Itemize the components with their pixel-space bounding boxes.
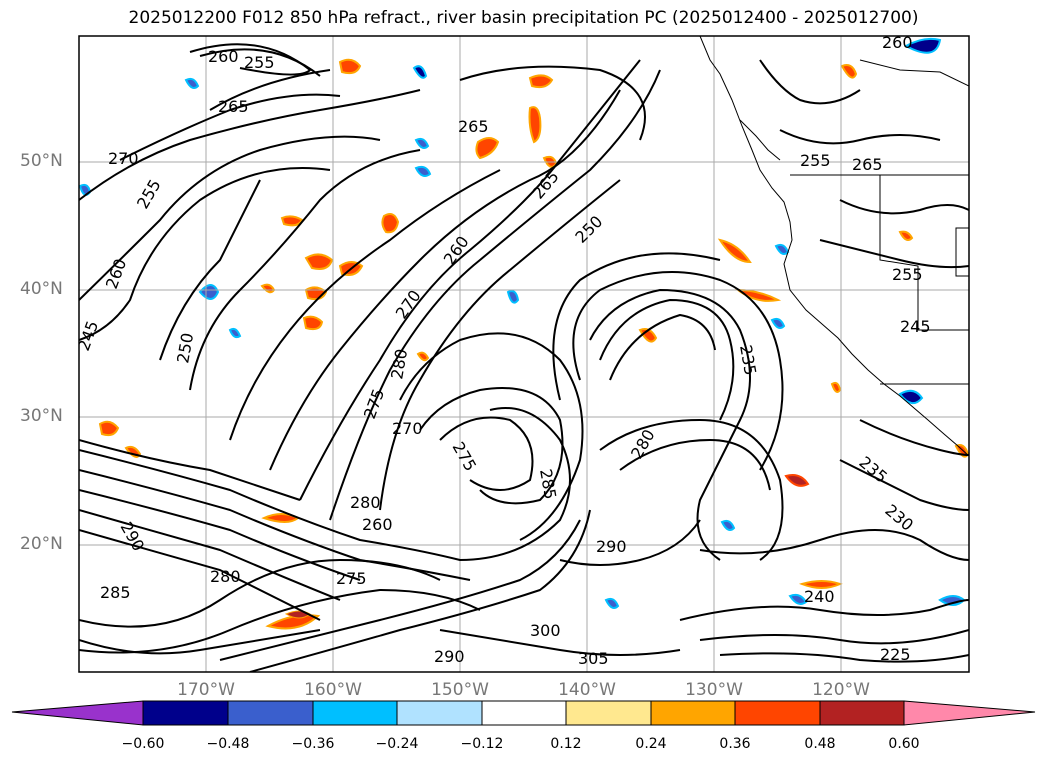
contour-label: 300 [530, 621, 561, 640]
colorbar-segment [142, 700, 229, 726]
colorbar-segment [734, 700, 821, 726]
colorbar-tick: −0.24 [375, 736, 419, 752]
coastline [699, 36, 969, 457]
lon-label-150w: 150°W [431, 680, 489, 700]
colorbar-extend-low [11, 700, 144, 726]
colorbar-tick: 0.60 [888, 736, 920, 752]
lon-label-160w: 160°W [304, 680, 362, 700]
colorbar-tick: −0.12 [460, 736, 504, 752]
refractivity-contours [79, 43, 969, 672]
colorbar-tick: 0.24 [635, 736, 667, 752]
contour-label: 255 [892, 265, 923, 284]
contour-label: 275 [449, 439, 481, 475]
colorbar-tick: 0.12 [550, 736, 582, 752]
colorbar-tick: −0.48 [206, 736, 250, 752]
contour-label: 250 [173, 331, 197, 364]
contour-label: 285 [536, 467, 560, 500]
contour-label: 270 [392, 419, 423, 438]
lon-label-170w: 170°W [177, 680, 235, 700]
contour-label: 225 [880, 645, 911, 664]
contour-label: 245 [74, 318, 102, 353]
precip-patch-negative [79, 37, 966, 609]
contour-label: 270 [108, 149, 139, 168]
colorbar-segment [227, 700, 314, 726]
contour-label: 260 [102, 256, 130, 291]
contour-label: 270 [392, 286, 425, 322]
contour-label: 255 [133, 176, 165, 212]
contour-label: 285 [100, 583, 131, 602]
contour-label: 280 [210, 567, 241, 586]
contour-label: 280 [387, 347, 411, 380]
contour-label: 265 [852, 155, 883, 174]
plot-border [78, 35, 970, 673]
contour-label: 260 [362, 515, 393, 534]
contour-label: 290 [596, 537, 627, 556]
colorbar-tick: 0.36 [719, 736, 751, 752]
colorbar-segment [819, 700, 905, 726]
lat-label-50n: 50°N [20, 151, 63, 171]
contour-label: 305 [578, 649, 609, 668]
contour-label: 260 [882, 33, 913, 52]
contour-label: 255 [244, 53, 275, 72]
lon-label-140w: 140°W [558, 680, 616, 700]
lon-label-130w: 130°W [685, 680, 743, 700]
lat-label-30n: 30°N [20, 406, 63, 426]
precip-patches [79, 37, 969, 630]
contour-label: 235 [855, 453, 891, 487]
contour-label: 250 [571, 212, 606, 247]
contour-label: 235 [736, 343, 760, 376]
contour-label: 275 [336, 569, 367, 588]
lat-label-20n: 20°N [20, 534, 63, 554]
colorbar-segment [396, 700, 483, 726]
contour-label: 280 [350, 493, 381, 512]
colorbar-tick: −0.36 [291, 736, 335, 752]
contour-label: 290 [434, 647, 465, 666]
colorbar-extend-high [903, 700, 1036, 726]
colorbar [11, 700, 1036, 726]
contour-label: 260 [208, 47, 239, 66]
precip-patch-positive [98, 58, 969, 630]
map-plot-area: 260 255 265 270 255 260 245 250 265 260 … [74, 33, 969, 672]
contour-label: 275 [360, 386, 388, 421]
contour-label: 255 [800, 151, 831, 170]
colorbar-tick: 0.48 [804, 736, 836, 752]
map-title: 2025012200 F012 850 hPa refract., river … [128, 8, 919, 28]
contour-label: 265 [458, 117, 489, 136]
contour-label: 245 [900, 317, 931, 336]
colorbar-tick: −0.60 [121, 736, 165, 752]
contour-label: 230 [881, 501, 917, 535]
contour-labels: 260 255 265 270 255 260 245 250 265 260 … [74, 33, 931, 668]
colorbar-segment [481, 700, 567, 726]
colorbar-segment [650, 700, 736, 726]
lat-label-40n: 40°N [20, 279, 63, 299]
colorbar-segment [565, 700, 652, 726]
contour-label: 240 [804, 587, 835, 606]
lon-label-120w: 120°W [812, 680, 870, 700]
contour-label: 265 [218, 97, 249, 116]
colorbar-segment [312, 700, 398, 726]
